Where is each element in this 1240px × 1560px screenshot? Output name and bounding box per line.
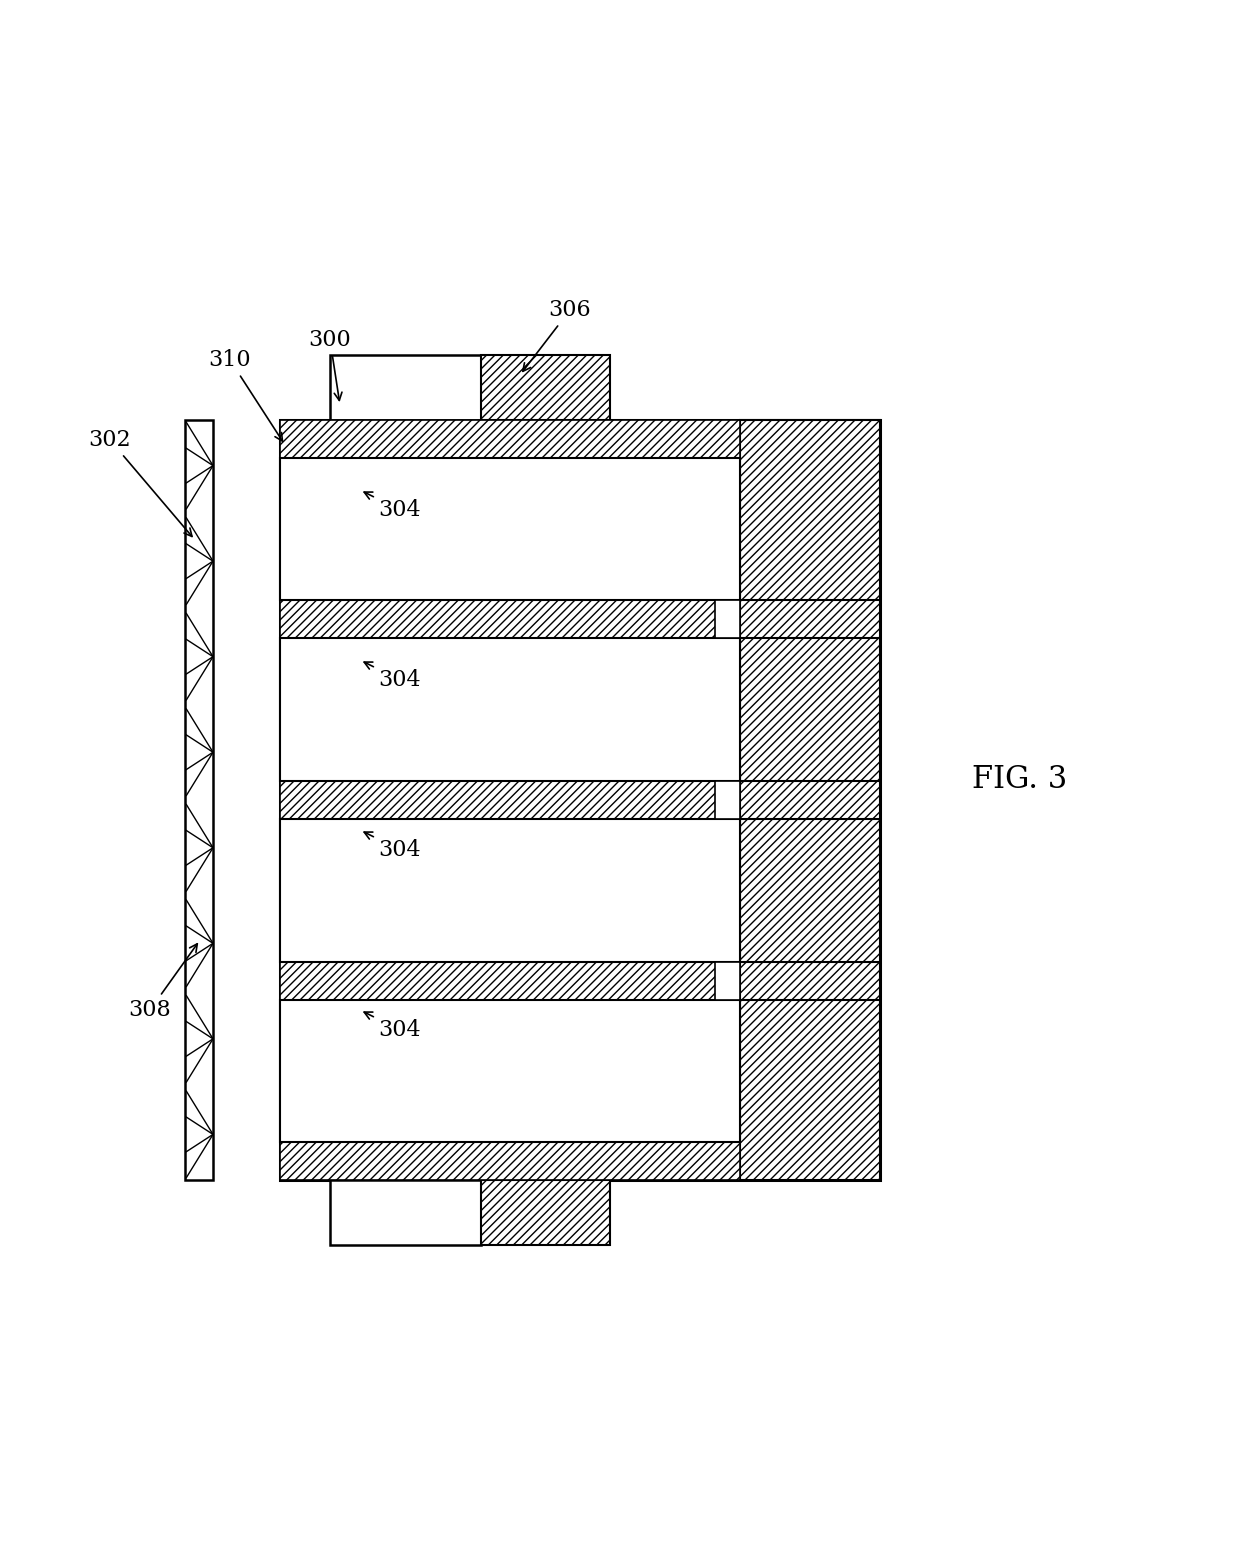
Bar [481,356,610,420]
Text: 304: 304 [365,1012,422,1041]
Bar [481,1179,610,1245]
Bar [330,1179,481,1245]
Bar [330,356,481,420]
Bar [715,961,740,1000]
Text: 300: 300 [309,329,351,401]
Bar [280,420,880,1179]
Bar [280,782,740,819]
Bar [280,459,740,601]
Text: 304: 304 [365,831,422,861]
Text: 306: 306 [523,300,591,371]
Text: 310: 310 [208,349,283,441]
Bar [715,782,740,819]
Text: 304: 304 [365,661,422,691]
Bar [280,601,740,638]
Text: 302: 302 [89,429,192,537]
Bar [280,1142,740,1179]
Bar [740,420,880,1179]
Bar [715,601,740,638]
Bar [280,961,740,1000]
Bar [185,420,213,1179]
Bar [280,1000,740,1142]
Bar [280,420,740,459]
Bar [280,638,740,782]
Bar [280,819,740,961]
Text: 308: 308 [129,944,197,1020]
Text: 304: 304 [365,491,422,521]
Text: FIG. 3: FIG. 3 [972,764,1068,796]
